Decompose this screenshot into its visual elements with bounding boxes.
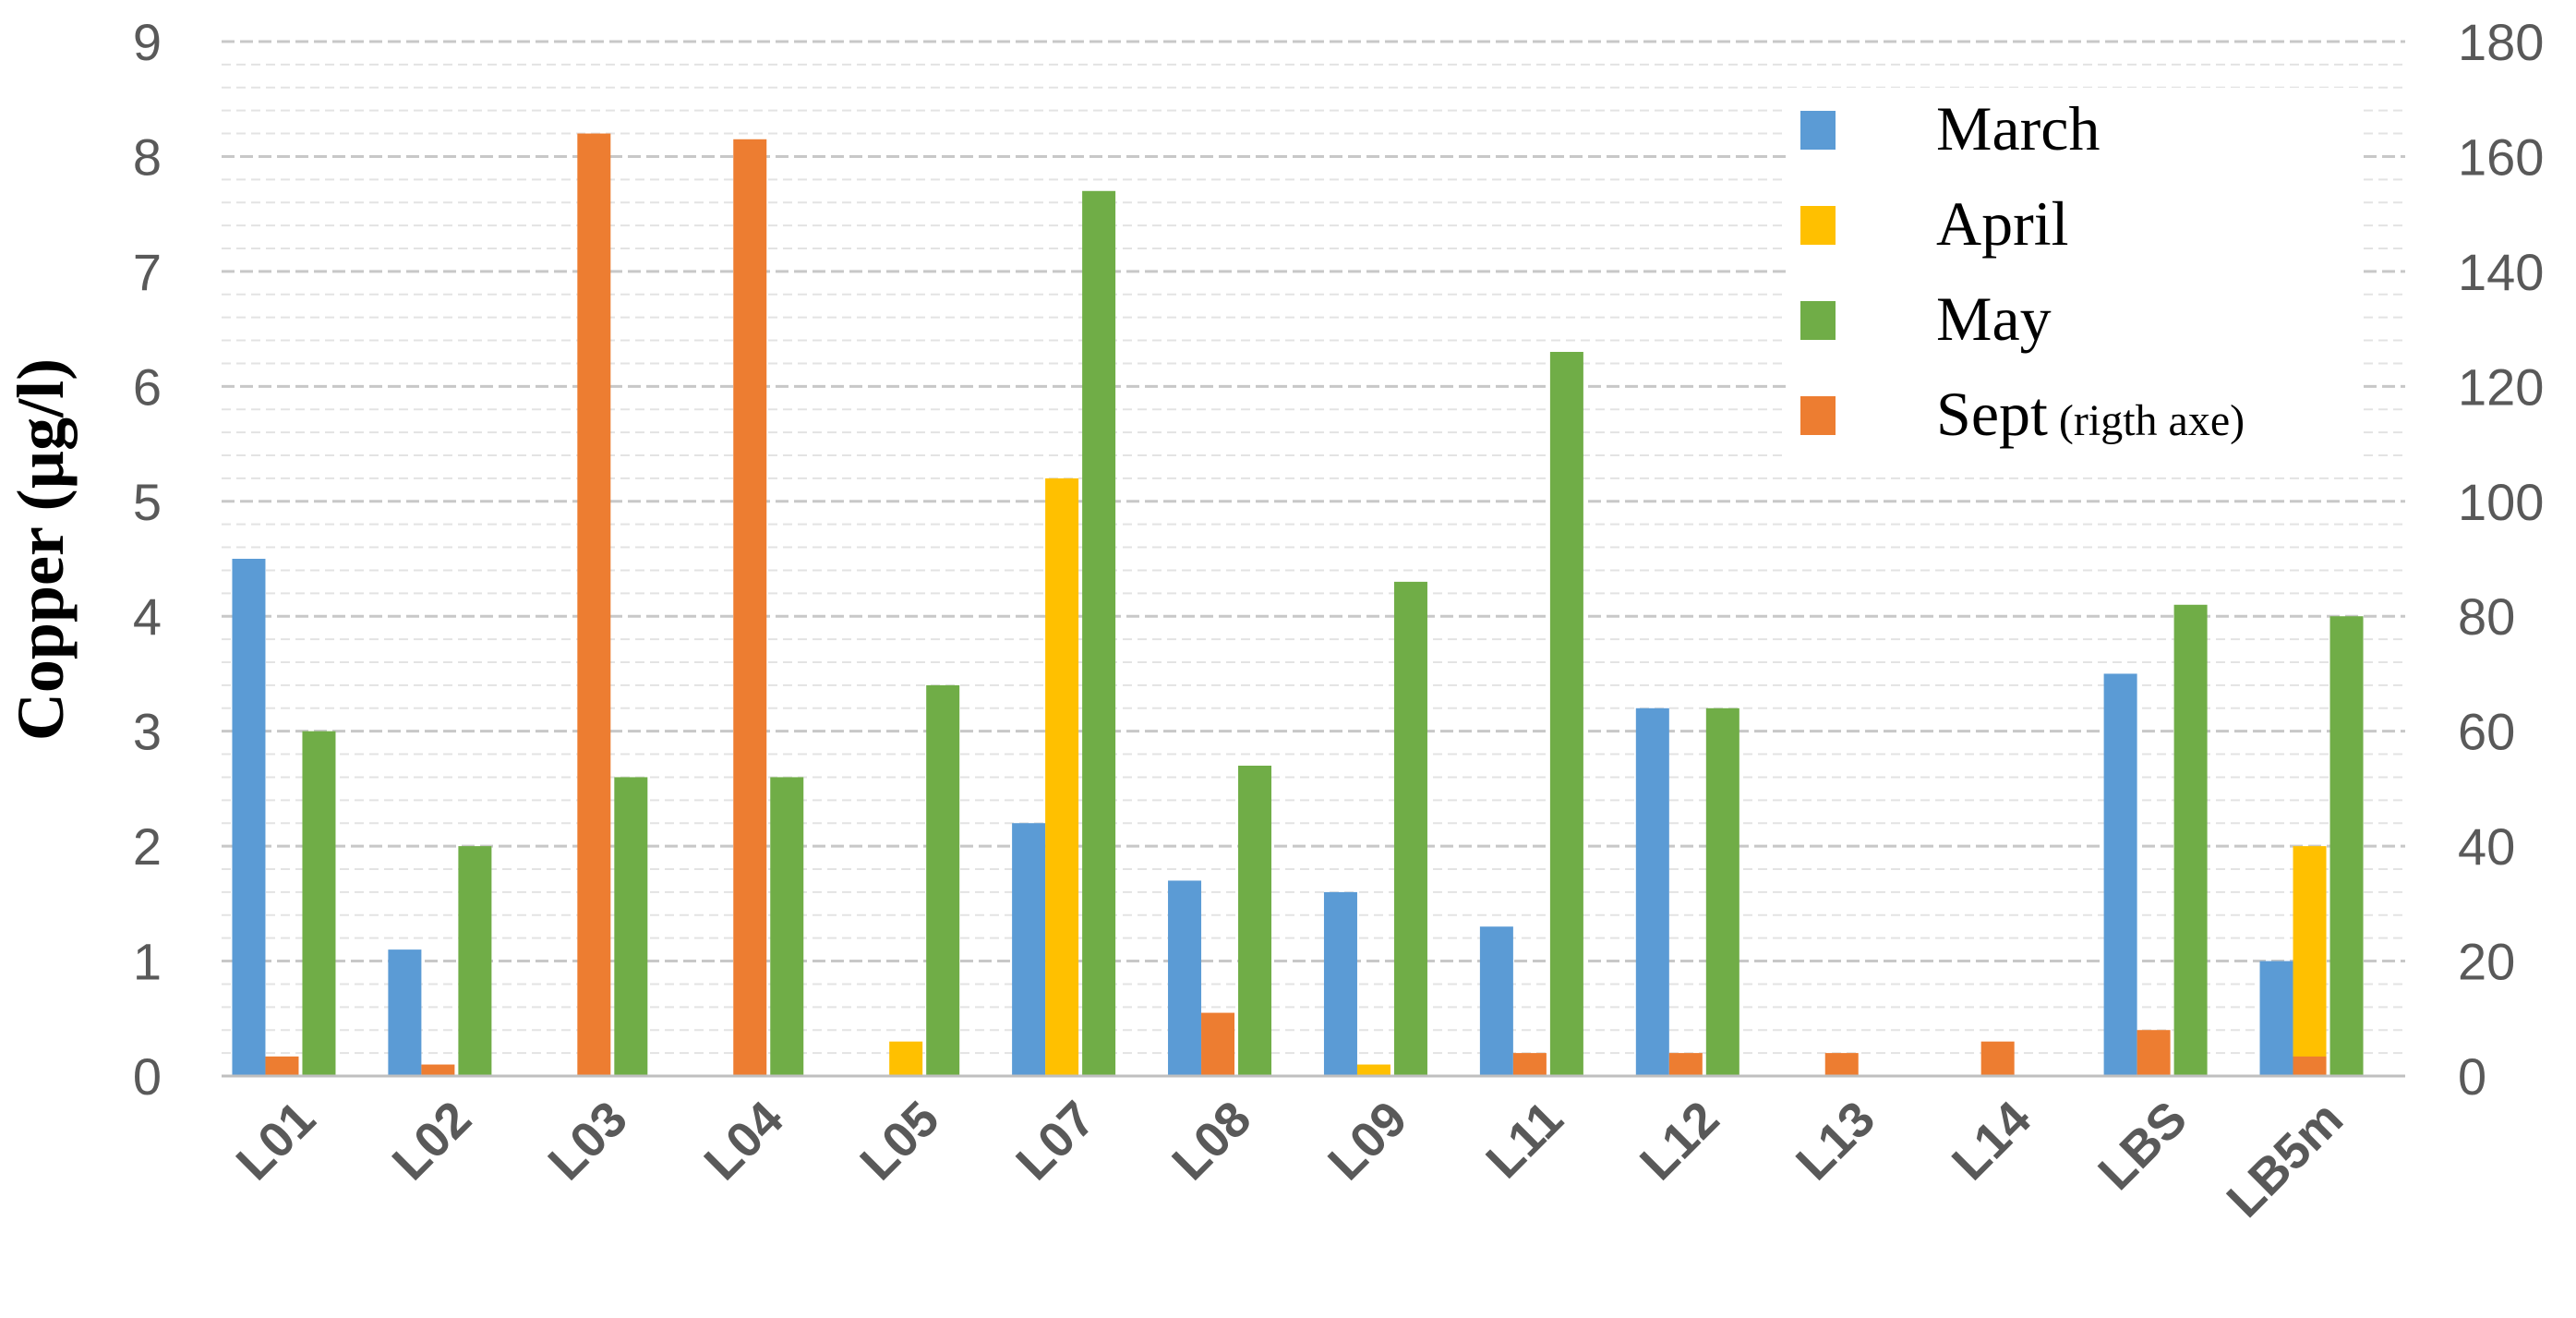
legend-swatch-march (1800, 111, 1836, 150)
y-axis-title: Copper (µg/l) (4, 358, 78, 741)
left-tick-label: 4 (133, 587, 162, 646)
left-tick-label: 3 (133, 703, 162, 761)
right-tick-label: 60 (2458, 703, 2515, 761)
bar-may-l02 (458, 846, 492, 1076)
bar-march-l08 (1168, 880, 1202, 1076)
bar-march-l09 (1323, 891, 1357, 1076)
left-tick-label: 9 (133, 13, 162, 71)
legend-swatch-april (1800, 206, 1836, 245)
bar-may-lb5m (2329, 616, 2364, 1076)
bar-may-lbs (2173, 604, 2208, 1076)
legend-background (1787, 88, 2364, 457)
left-axis-ticks: 0 1 2 3 4 5 6 7 8 9 (133, 13, 162, 1106)
bar-may-l05 (926, 684, 960, 1076)
bar-sept-l11 (1512, 1053, 1547, 1076)
bar-april-l07 (1045, 478, 1079, 1076)
left-tick-label: 6 (133, 357, 162, 416)
right-tick-label: 0 (2458, 1047, 2486, 1106)
legend-label-may: May (1936, 284, 2052, 354)
left-tick-label: 1 (133, 933, 162, 991)
right-tick-label: 40 (2458, 817, 2515, 876)
right-tick-label: 100 (2458, 473, 2544, 531)
bar-sept-l08 (1201, 1012, 1235, 1076)
bar-sept-lb5m (2293, 1056, 2327, 1076)
bar-april-l09 (1356, 1064, 1390, 1076)
bar-march-l11 (1479, 926, 1513, 1076)
bar-sept-l04 (733, 139, 767, 1076)
bar-march-lb5m (2259, 961, 2293, 1076)
right-tick-label: 20 (2458, 933, 2515, 991)
bar-march-l07 (1012, 823, 1046, 1076)
bar-may-l08 (1238, 766, 1272, 1076)
bar-march-l12 (1635, 707, 1669, 1076)
bar-may-l11 (1549, 352, 1583, 1076)
bar-march-l02 (388, 949, 422, 1076)
bar-may-l12 (1705, 707, 1739, 1076)
left-tick-label: 8 (133, 127, 162, 186)
left-tick-label: 7 (133, 243, 162, 301)
right-tick-label: 120 (2458, 357, 2544, 416)
bar-sept-l14 (1980, 1041, 2015, 1076)
left-tick-label: 0 (133, 1047, 162, 1106)
bar-sept-lbs (2137, 1030, 2171, 1076)
right-tick-label: 160 (2458, 127, 2544, 186)
bar-sept-l03 (577, 133, 611, 1077)
bar-may-l09 (1393, 581, 1427, 1076)
legend-swatch-may (1800, 301, 1836, 340)
bar-march-l01 (232, 559, 266, 1076)
bar-may-l07 (1082, 190, 1116, 1076)
left-tick-label: 5 (133, 473, 162, 531)
bar-march-lbs (2103, 673, 2137, 1076)
left-tick-label: 2 (133, 817, 162, 876)
legend-label-april: April (1936, 188, 2069, 259)
bar-april-l05 (889, 1041, 923, 1076)
right-tick-label: 140 (2458, 243, 2544, 301)
bar-sept-l12 (1668, 1053, 1703, 1076)
bar-may-l01 (302, 731, 336, 1076)
bar-sept-l13 (1824, 1053, 1859, 1076)
right-tick-label: 80 (2458, 587, 2515, 646)
legend-swatch-sept (1800, 396, 1836, 435)
bar-sept-l01 (265, 1056, 299, 1076)
legend-label-march: March (1936, 93, 2100, 163)
bar-may-l04 (770, 777, 804, 1076)
right-tick-label: 180 (2458, 13, 2544, 71)
bars (232, 133, 2364, 1077)
legend-note: (rigth axe) (2048, 396, 2245, 445)
bar-may-l03 (614, 777, 648, 1076)
bar-april-lb5m (2293, 846, 2327, 1076)
bar-sept-l02 (421, 1064, 455, 1076)
right-axis-ticks: 0 20 40 60 80 100 120 140 160 180 (2458, 13, 2544, 1106)
